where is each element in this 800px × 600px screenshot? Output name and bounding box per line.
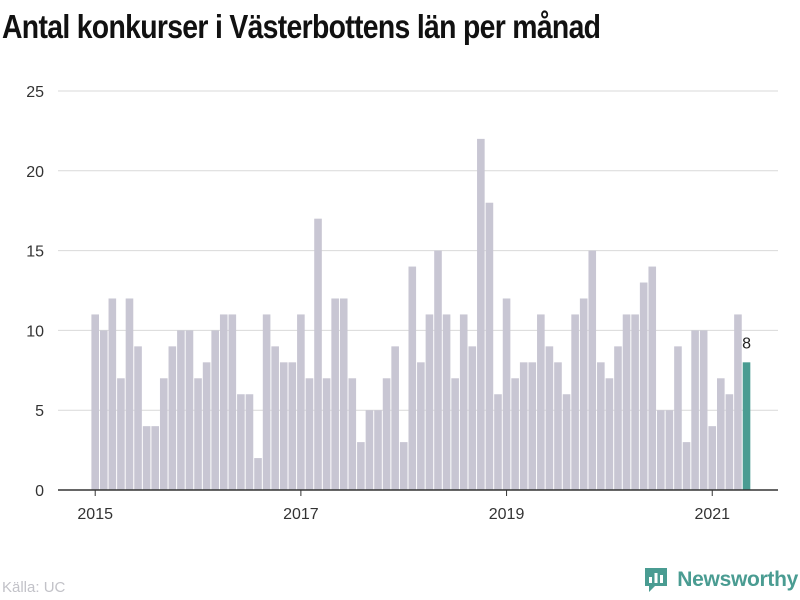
bar (502, 298, 511, 490)
x-tick-label: 2019 (489, 506, 525, 523)
bar (211, 330, 219, 490)
data-label-last: 8 (742, 335, 751, 352)
x-tick-label: 2015 (77, 506, 113, 523)
bar (459, 314, 468, 490)
bar (579, 298, 588, 490)
bar (562, 394, 571, 490)
bar (519, 362, 528, 490)
bar (468, 346, 477, 490)
bar (691, 330, 699, 490)
bar (134, 346, 142, 490)
bar (99, 330, 108, 490)
bar (682, 442, 691, 490)
bar (494, 394, 502, 490)
bar (614, 346, 622, 490)
bar (717, 378, 725, 490)
bar (185, 330, 194, 490)
bar (537, 314, 545, 490)
bar (588, 250, 597, 490)
bar (657, 410, 665, 490)
bar (485, 202, 494, 490)
y-tick-label: 10 (26, 323, 44, 340)
bar (734, 314, 742, 490)
bar (374, 410, 382, 490)
bar (202, 362, 211, 490)
bar (279, 362, 288, 490)
bar (391, 346, 399, 490)
brand-logo: Newsworthy (643, 566, 798, 594)
x-tick-label: 2021 (694, 506, 730, 523)
bar (288, 362, 297, 490)
bar (545, 346, 554, 490)
y-tick-label: 25 (26, 84, 44, 101)
bar (597, 362, 605, 490)
bar (331, 298, 339, 490)
x-axis: 2015 2017 2019 2021 (58, 489, 778, 523)
bar (554, 362, 562, 490)
bar (91, 314, 99, 490)
newsworthy-logo-icon (645, 568, 668, 592)
bar (322, 378, 331, 490)
bar (219, 314, 228, 490)
bar (357, 442, 365, 490)
bar (237, 394, 245, 490)
bar (305, 378, 314, 490)
bar (314, 218, 322, 490)
gridlines: 0 5 10 15 20 25 (26, 84, 778, 500)
bar (631, 314, 639, 490)
bar (142, 426, 151, 490)
bar (434, 250, 442, 490)
bar (194, 378, 202, 490)
bar (442, 314, 451, 490)
bar (228, 314, 237, 490)
bar (262, 314, 271, 490)
bar (348, 378, 357, 490)
bar (699, 330, 708, 490)
bar (605, 378, 614, 490)
bar (168, 346, 177, 490)
bar (511, 378, 519, 490)
bar (622, 314, 631, 490)
bar (451, 378, 459, 490)
bar (117, 378, 125, 490)
bars (91, 138, 751, 490)
bar (571, 314, 579, 490)
bar (674, 346, 682, 490)
bar (639, 282, 648, 490)
bar (271, 346, 279, 490)
bar (365, 410, 374, 490)
chart-title: Antal konkurser i Västerbottens län per … (2, 8, 601, 45)
bar (425, 314, 434, 490)
bar (708, 426, 717, 490)
bar (665, 410, 674, 490)
bar (477, 138, 485, 490)
bar (399, 442, 408, 490)
bar (245, 394, 254, 490)
bar (408, 266, 417, 490)
bar (725, 394, 734, 490)
bar (125, 298, 134, 490)
x-tick-label: 2017 (283, 506, 319, 523)
bar (254, 458, 262, 490)
bar (151, 426, 159, 490)
brand-name: Newsworthy (677, 568, 798, 591)
bar (648, 266, 657, 490)
source-note: Källa: UC (2, 579, 66, 596)
bar (108, 298, 117, 490)
y-tick-label: 20 (26, 164, 44, 181)
y-tick-label: 0 (35, 483, 44, 500)
bar-highlighted (742, 362, 751, 490)
bar (297, 314, 305, 490)
bar (177, 330, 185, 490)
y-tick-label: 15 (26, 244, 44, 261)
bar (417, 362, 425, 490)
bar (528, 362, 537, 490)
bar (382, 378, 391, 490)
y-tick-label: 5 (35, 403, 44, 420)
data-labels: 8 (742, 335, 751, 352)
bar (339, 298, 348, 490)
bar (159, 378, 168, 490)
